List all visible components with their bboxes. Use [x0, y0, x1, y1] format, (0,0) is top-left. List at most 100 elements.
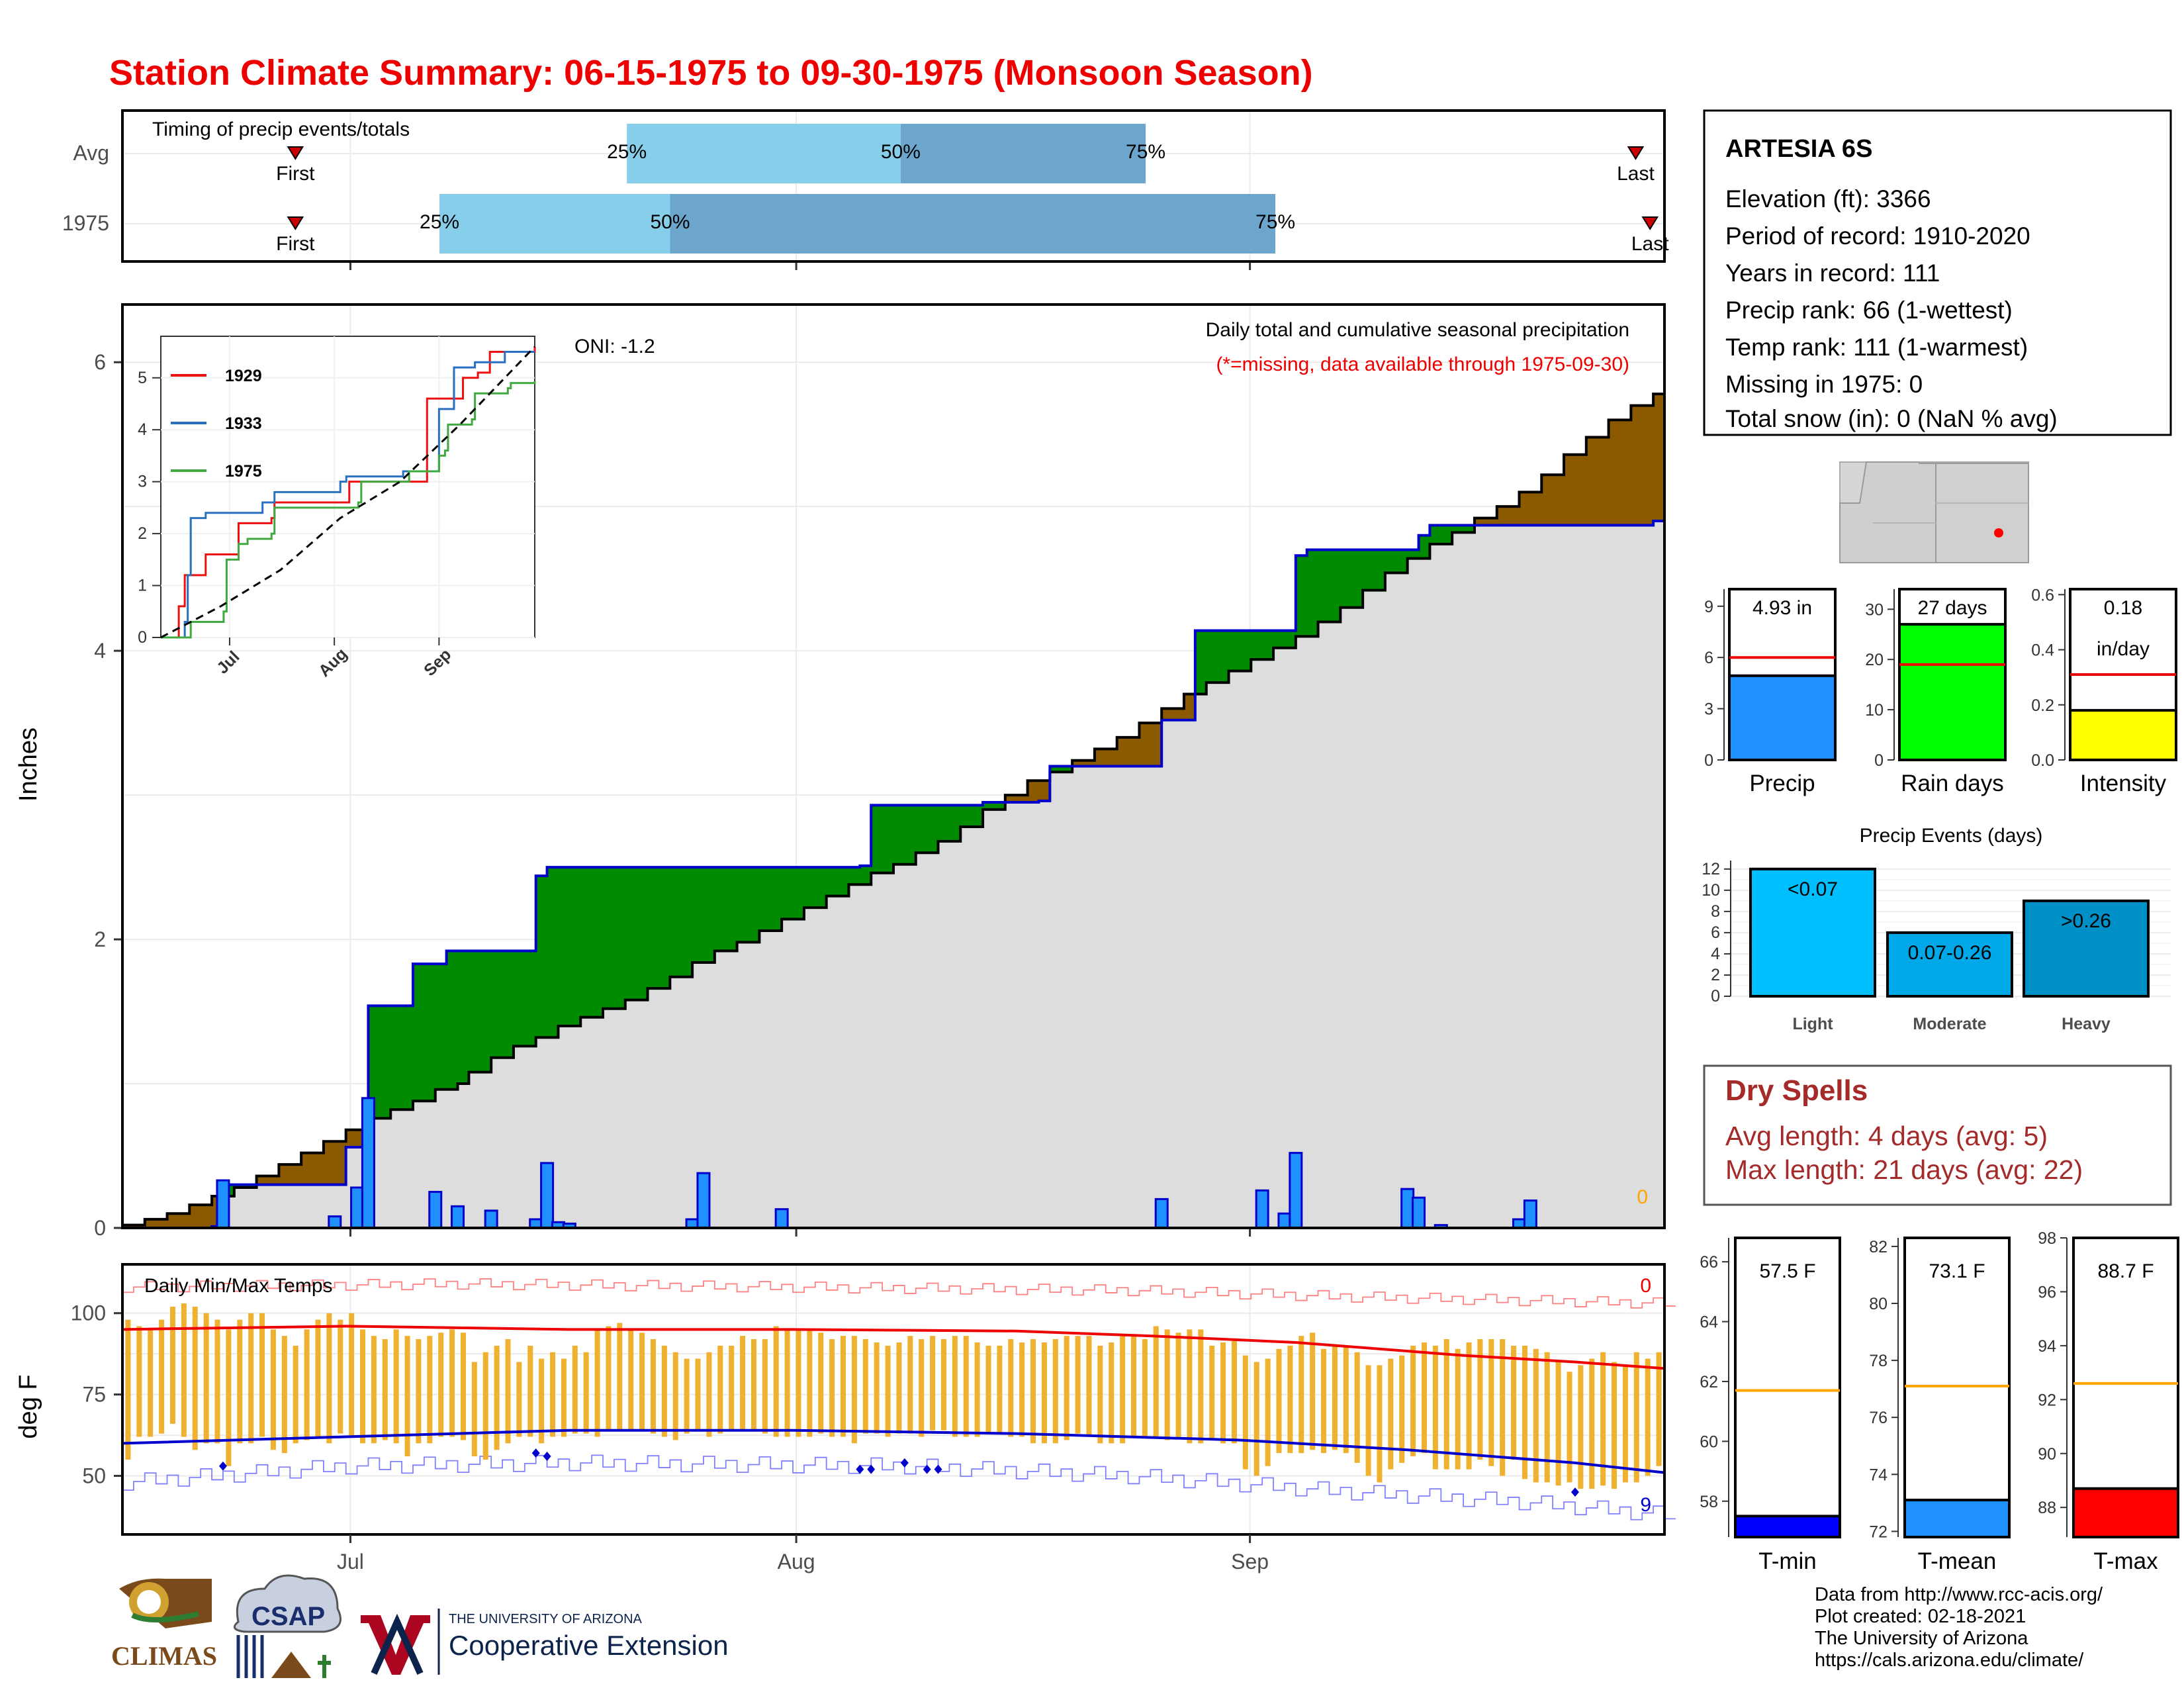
below-average-fill	[1363, 549, 1369, 590]
map-boundaries	[1873, 502, 2028, 524]
above-average-fill	[1558, 475, 1565, 526]
above-average-fill	[1619, 420, 1626, 526]
below-average-fill	[1329, 549, 1336, 622]
below-average-fill	[597, 867, 604, 1017]
summary-ytick-label: 20	[1865, 651, 1884, 669]
below-average-fill	[631, 867, 637, 1000]
temp-summary-ytick-label: 82	[1869, 1238, 1888, 1256]
temp-summary-ytick-label: 96	[2038, 1283, 2056, 1301]
below-average-fill	[743, 867, 749, 943]
below-average-fill	[988, 802, 995, 810]
below-average-fill	[954, 805, 961, 841]
above-average-fill	[1502, 506, 1509, 526]
below-average-fill	[1374, 549, 1381, 590]
inset-xtick-label: Aug	[315, 645, 351, 680]
below-average-fill	[614, 867, 620, 1009]
events-bar-label: 0.07-0.26	[1908, 942, 1992, 964]
temp-ytick-label: 100	[71, 1301, 106, 1325]
events-bar-label: <0.07	[1788, 878, 1838, 900]
below-average-fill	[463, 951, 470, 1084]
events-category-label: Light	[1792, 1015, 1833, 1033]
inset-ytick-label: 0	[138, 628, 147, 647]
above-average-fill	[1178, 708, 1185, 720]
temp-count-bottom: 9	[1640, 1494, 1651, 1516]
summary-bar-label: Precip	[1749, 771, 1815, 796]
daily-precip-bar	[1154, 1197, 1169, 1229]
above-average-fill	[201, 1205, 207, 1228]
above-average-fill	[172, 1213, 179, 1228]
events-ytick-label: 4	[1711, 945, 1720, 963]
temp-summary-ytick-label: 90	[2038, 1445, 2056, 1464]
below-average-fill	[496, 951, 503, 1058]
below-average-fill	[848, 867, 855, 885]
above-average-fill	[1647, 405, 1654, 526]
below-average-fill	[1295, 555, 1302, 637]
above-average-fill	[178, 1213, 185, 1228]
above-average-fill	[1111, 749, 1118, 767]
below-average-fill	[1463, 525, 1470, 533]
record-low-marker	[900, 1458, 909, 1468]
summary-value-label: 4.93 in	[1752, 597, 1812, 619]
events-ytick-label: 6	[1711, 923, 1720, 942]
above-average-fill	[1016, 795, 1023, 802]
above-average-fill	[301, 1152, 308, 1185]
below-average-fill	[1340, 549, 1347, 608]
above-average-fill	[1167, 708, 1173, 720]
above-average-fill	[267, 1176, 274, 1185]
above-average-fill	[1535, 492, 1542, 526]
below-average-fill	[1262, 630, 1269, 660]
below-average-fill	[485, 951, 492, 1072]
below-average-fill	[686, 867, 693, 977]
summary-ytick-label: 30	[1865, 600, 1884, 619]
below-average-fill	[608, 867, 615, 1009]
temp-summary-ytick-label: 80	[1869, 1295, 1888, 1313]
last-label: Last	[1631, 233, 1669, 255]
below-average-fill	[519, 951, 525, 1047]
below-average-fill	[714, 867, 721, 951]
climas-wordmark: CLIMAS	[111, 1641, 217, 1671]
below-average-fill	[535, 876, 542, 1038]
below-average-fill	[793, 867, 799, 919]
below-average-fill	[821, 867, 827, 908]
season-summary-bars: 0 3 6 9 4.93 in Precip 0 10 20 30 27 days Rain days…	[1704, 586, 2177, 796]
above-average-fill	[1642, 405, 1649, 526]
below-average-fill	[1284, 630, 1291, 648]
below-average-fill	[636, 867, 643, 1000]
temp-summary-ytick-label: 88	[2038, 1499, 2056, 1517]
below-average-fill	[412, 964, 420, 1102]
above-average-fill	[1574, 454, 1581, 526]
oni-label: ONI: -1.2	[574, 336, 655, 357]
timing-p50-label: 50%	[650, 211, 690, 233]
below-average-fill	[993, 802, 1000, 810]
below-average-fill	[435, 964, 441, 1090]
inset-line-1933	[161, 351, 535, 639]
inset-ytick-label: 5	[138, 369, 147, 387]
inset-ytick-label: 4	[138, 420, 147, 439]
station-info-box: ARTESIA 6S Elevation (ft): 3366 Period o…	[1703, 109, 2172, 436]
below-average-fill	[524, 951, 531, 1047]
summary-ytick-label: 0.0	[2031, 751, 2054, 770]
location-map	[1839, 461, 2029, 563]
above-average-fill	[284, 1164, 291, 1185]
temp-plot-title: Daily Min/Max Temps	[144, 1275, 333, 1297]
below-average-fill	[469, 951, 475, 1072]
timing-frame	[121, 109, 1666, 263]
below-average-fill	[474, 951, 480, 1072]
below-average-fill	[390, 1006, 397, 1110]
below-average-fill	[1469, 525, 1475, 533]
below-average-fill	[373, 1006, 380, 1119]
summary-ytick-label: 6	[1704, 649, 1713, 667]
daily-precip-bar	[451, 1205, 465, 1229]
precip-frame	[121, 303, 1666, 1229]
above-average-fill	[306, 1152, 313, 1185]
ua-logo: THE UNIVERSITY OF ARIZONA Cooperative Ex…	[361, 1609, 729, 1675]
below-average-fill	[927, 805, 933, 853]
inset-ytick-label: 2	[138, 524, 147, 543]
below-average-fill	[698, 867, 704, 962]
below-average-fill	[1446, 525, 1453, 544]
above-average-fill	[1189, 694, 1196, 720]
above-average-fill	[1569, 454, 1576, 526]
above-average-fill	[1553, 475, 1559, 526]
credits-line-1: Data from http://www.rcc-acis.org/	[1815, 1584, 2103, 1605]
